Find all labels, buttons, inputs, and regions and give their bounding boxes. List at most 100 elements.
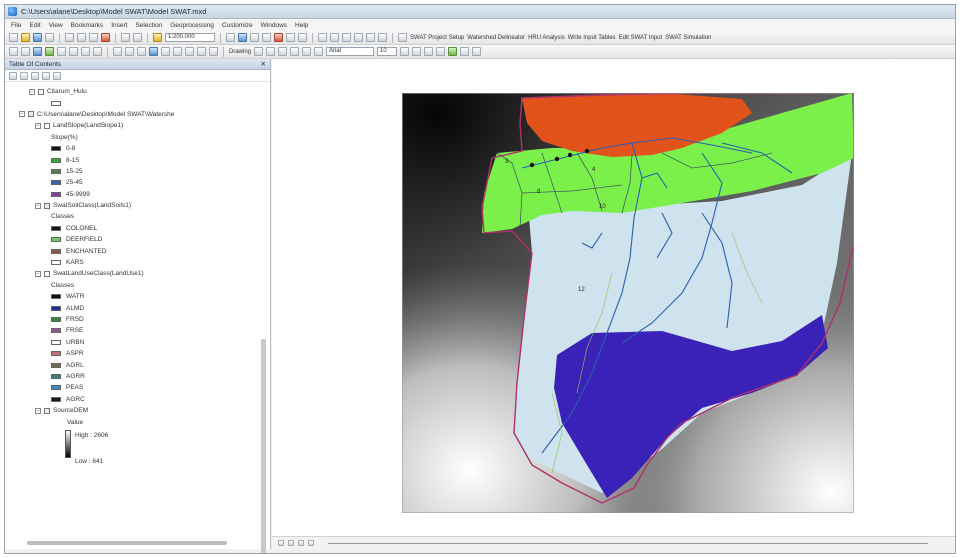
select-elements-icon[interactable] (137, 47, 146, 56)
redo-icon[interactable] (133, 33, 142, 42)
open-folder-icon[interactable] (21, 33, 30, 42)
map-scale-combo[interactable]: 1:200.000 (165, 33, 215, 42)
toc-vertical-scrollbar[interactable] (261, 339, 266, 553)
text-icon[interactable] (302, 47, 312, 56)
swat-menu-icon[interactable] (398, 33, 407, 42)
bold-icon[interactable] (400, 47, 410, 56)
clear-selection-icon[interactable] (125, 47, 134, 56)
layer-swat-soil[interactable]: − SwatSoilClass(LandSoils1) (5, 200, 270, 211)
menu-view[interactable]: View (48, 21, 63, 29)
font-size-combo[interactable]: 10 (377, 47, 398, 56)
menu-customize[interactable]: Customize (221, 21, 253, 29)
layer-swat-landuse[interactable]: − SwatLandUseClass(LandUse1) (5, 268, 270, 279)
layer-checkbox[interactable] (38, 88, 44, 95)
measure-icon[interactable] (378, 33, 387, 42)
hru-analysis-menu[interactable]: HRU Analysis (528, 34, 565, 41)
time-slider-icon[interactable] (197, 47, 206, 56)
create-viewer-icon[interactable] (209, 47, 218, 56)
layout-view-icon[interactable] (288, 540, 294, 546)
find-icon[interactable] (161, 47, 170, 56)
pointer-icon[interactable] (318, 33, 327, 42)
zoom-in-icon[interactable] (9, 47, 18, 56)
new-document-icon[interactable] (9, 33, 18, 42)
collapse-icon[interactable]: − (19, 111, 25, 118)
italic-icon[interactable] (412, 47, 422, 56)
menu-edit[interactable]: Edit (29, 21, 41, 29)
add-data-icon[interactable] (153, 33, 162, 42)
go-back-icon[interactable] (81, 47, 90, 56)
full-extent-icon[interactable] (45, 47, 54, 56)
info-icon[interactable] (149, 47, 158, 56)
options-icon[interactable] (53, 71, 61, 80)
fixed-zoom-out-icon[interactable] (69, 47, 78, 56)
drawing-menu[interactable]: Drawing (229, 48, 252, 55)
menu-windows[interactable]: Windows (260, 21, 288, 29)
menu-help[interactable]: Help (295, 21, 309, 29)
python-window-icon[interactable] (286, 33, 295, 42)
delete-icon[interactable] (101, 33, 110, 42)
zoom-out-icon[interactable] (21, 47, 30, 56)
hyperlink-icon[interactable] (354, 33, 363, 42)
pan-icon[interactable] (33, 47, 42, 56)
collapse-icon[interactable]: − (35, 270, 41, 277)
layer-source-dem[interactable]: − SourceDEM (5, 405, 270, 416)
identify-icon[interactable] (342, 33, 351, 42)
collapse-icon[interactable]: − (35, 122, 41, 129)
collapse-icon[interactable]: − (35, 202, 41, 209)
drawing-select-icon[interactable] (254, 47, 264, 56)
save-icon[interactable] (33, 33, 42, 42)
menu-insert[interactable]: Insert (111, 21, 128, 29)
group-checkbox[interactable] (28, 111, 34, 118)
map-data-view[interactable]: 3 4 8 10 12 (272, 59, 955, 536)
select-features-icon[interactable] (330, 33, 339, 42)
rotate-icon[interactable] (266, 47, 276, 56)
undo-icon[interactable] (121, 33, 130, 42)
layer-checkbox[interactable] (44, 407, 50, 414)
zoom-to-selected-icon[interactable] (278, 47, 288, 56)
edit-swat-input-menu[interactable]: Edit SWAT Input (618, 34, 663, 41)
search-window-icon[interactable] (262, 33, 271, 42)
cut-icon[interactable] (65, 33, 74, 42)
map-canvas[interactable]: 3 4 8 10 12 (402, 93, 854, 513)
layer-land-slope[interactable]: − LandSlope(LandSlope1) (5, 120, 270, 131)
copy-icon[interactable] (77, 33, 86, 42)
insert-element-icon[interactable] (314, 47, 324, 56)
font-color-icon[interactable] (436, 47, 446, 56)
toc-horizontal-scrollbar[interactable] (27, 541, 227, 545)
go-to-xy-icon[interactable] (185, 47, 194, 56)
rectangle-icon[interactable] (290, 47, 300, 56)
list-by-visibility-icon[interactable] (31, 71, 39, 80)
editor-toolbar-icon[interactable] (226, 33, 235, 42)
pause-drawing-icon[interactable] (308, 540, 314, 546)
write-input-tables-menu[interactable]: Write Input Tables (567, 34, 616, 41)
horizontal-scrollbar-track[interactable] (328, 542, 928, 544)
print-icon[interactable] (45, 33, 54, 42)
menu-file[interactable]: File (11, 21, 22, 29)
list-by-selection-icon[interactable] (42, 71, 50, 80)
data-view-icon[interactable] (278, 540, 284, 546)
paste-icon[interactable] (89, 33, 98, 42)
html-popup-icon[interactable] (366, 33, 375, 42)
line-color-icon[interactable] (460, 47, 470, 56)
layer-checkbox[interactable] (44, 270, 50, 277)
model-builder-icon[interactable] (298, 33, 307, 42)
arctoolbox-icon[interactable] (274, 33, 283, 42)
layer-citarum-hulu[interactable]: − Citarum_Hulu (5, 86, 270, 97)
list-by-source-icon[interactable] (20, 71, 28, 80)
swat-project-setup-menu[interactable]: SWAT Project Setup (410, 34, 465, 41)
route-icon[interactable] (173, 47, 182, 56)
catalog-window-icon[interactable] (250, 33, 259, 42)
go-forward-icon[interactable] (93, 47, 102, 56)
toc-close-icon[interactable]: ✕ (260, 61, 266, 68)
swat-simulation-menu[interactable]: SWAT Simulation (665, 34, 712, 41)
refresh-icon[interactable] (298, 540, 304, 546)
marker-color-icon[interactable] (472, 47, 482, 56)
menu-selection[interactable]: Selection (135, 21, 163, 29)
layer-checkbox[interactable] (44, 122, 50, 129)
watershed-delineator-menu[interactable]: Watershed Delineator (467, 34, 526, 41)
table-of-contents-icon[interactable] (238, 33, 247, 42)
font-name-combo[interactable]: Arial (326, 47, 375, 56)
list-by-drawing-order-icon[interactable] (9, 71, 17, 80)
fill-color-icon[interactable] (448, 47, 458, 56)
layer-checkbox[interactable] (44, 202, 50, 209)
